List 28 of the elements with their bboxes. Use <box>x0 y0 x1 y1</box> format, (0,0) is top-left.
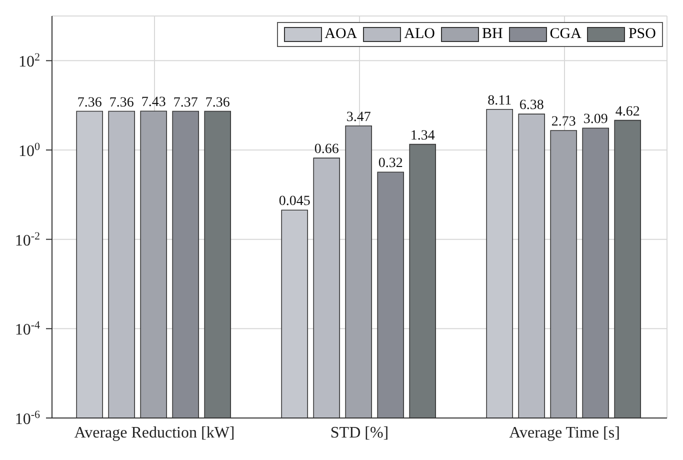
data-label: 7.37 <box>173 95 198 110</box>
y-tick-label: 10$^{-6}$ <box>14 409 40 428</box>
data-label: 7.36 <box>109 95 134 110</box>
data-label: 0.66 <box>314 142 339 158</box>
x-tick-label: Average Reduction [kW] <box>74 424 235 442</box>
data-label: 7.36 <box>77 95 102 110</box>
data-label: 3.47 <box>346 110 371 125</box>
data-label: 2.73 <box>551 114 576 130</box>
y-tick-label: 10$^{0}$ <box>18 141 40 160</box>
legend-label: AOA <box>324 26 358 43</box>
data-label: 8.11 <box>488 93 512 108</box>
y-tick-label: 10$^{-2}$ <box>14 230 40 250</box>
data-label: 4.62 <box>615 104 640 120</box>
y-tick-label: 10$^{-4}$ <box>14 320 40 339</box>
data-label: 3.09 <box>583 112 608 128</box>
y-tick-label: 10$^{2}$ <box>18 52 40 71</box>
legend-label: PSO <box>628 26 656 43</box>
data-label: 0.32 <box>378 156 403 172</box>
data-label: 0.045 <box>278 194 310 210</box>
data-label: 6.38 <box>519 98 544 114</box>
legend-label: BH <box>482 26 503 43</box>
x-tick-label: STD [%] <box>330 424 389 442</box>
data-label: 7.43 <box>141 95 166 110</box>
legend-label: ALO <box>404 26 435 43</box>
data-label: 7.36 <box>205 95 230 110</box>
legend-label: CGA <box>550 26 582 43</box>
x-tick-label: Average Time [s] <box>509 424 620 442</box>
data-label: 1.34 <box>410 128 435 144</box>
